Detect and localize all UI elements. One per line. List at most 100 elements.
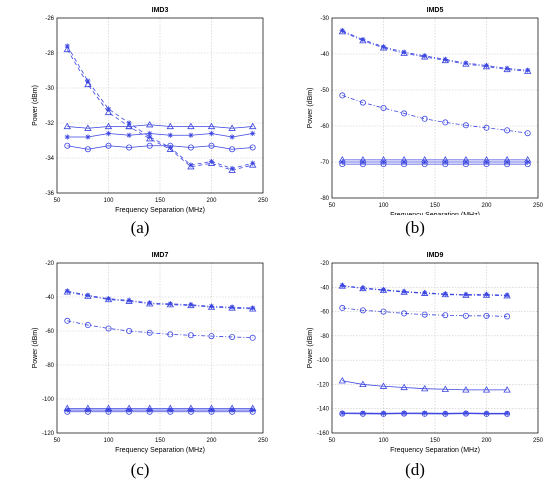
imd7-series-1-line (67, 291, 253, 310)
imd5-series-5-point (380, 161, 387, 168)
imd9-series-4-point (339, 410, 345, 416)
imd3-series-3-point (229, 134, 235, 140)
imd7-series-4-point (188, 407, 194, 413)
imd5-series-2-point (401, 110, 408, 117)
imd5-axes-frame (331, 17, 539, 199)
imd5-series-4-point (339, 159, 345, 165)
imd7-series-5-point (105, 408, 112, 415)
imd9-series-3-point (503, 386, 511, 393)
imd3-xtick-label: 100 (103, 198, 114, 204)
imd3-series-2-point (125, 122, 133, 130)
imd7-series-1-point (125, 297, 133, 304)
imd7-series-1-point (187, 301, 195, 309)
imd7-title: IMD7 (152, 252, 169, 259)
imd3-series-2-point (228, 124, 236, 131)
imd9-ytick-label: -160 (317, 431, 330, 437)
panel-label-b: (b) (405, 218, 425, 237)
imd9-series-4-point (442, 410, 448, 416)
imd7-ytick-label: -100 (42, 397, 55, 403)
imd7-series-1-point (146, 299, 154, 307)
imd3-series-3-point (85, 134, 91, 140)
imd3-series-0-point (229, 165, 235, 172)
imd5-series-1-point (462, 60, 470, 67)
imd3-ytick-label: -34 (45, 156, 54, 162)
imd9-series-1-point (482, 291, 491, 298)
imd3-xlabel: Frequency Separation (MHz) (115, 207, 205, 214)
imd5-series-4-point (360, 159, 366, 165)
imd7-series-4-point (126, 407, 132, 413)
imd9-series-1-point (400, 288, 408, 295)
imd5-series-1-line (342, 31, 528, 72)
imd5-series-0-point (380, 44, 387, 50)
imd9-xtick-label: 150 (430, 438, 441, 444)
imd7-series-5-point (187, 408, 194, 415)
imd3-ytick-label: -28 (45, 51, 54, 57)
imd5-series-5-point (483, 161, 490, 168)
imd9-series-0-point (339, 282, 345, 289)
imd7-series-5-point (84, 408, 91, 415)
imd9-series-4-point (422, 410, 428, 416)
imd3-series-1-point (104, 108, 113, 116)
imd7-series-1-point (228, 304, 236, 311)
imd9-series-1-point (441, 290, 449, 298)
imd9-ytick-label: -60 (320, 310, 329, 316)
imd5-ytick-label: -60 (320, 124, 329, 130)
imd5-series-2-point (339, 92, 346, 99)
imd7-series-4-point (229, 407, 235, 413)
imd5-series-2-point (483, 124, 490, 131)
imd5-series-5-point (401, 161, 408, 168)
imd9-xtick-label: 100 (378, 438, 389, 444)
imd9-series-2-point (380, 308, 387, 315)
imd5-series-1-point (503, 65, 511, 73)
imd9-series-5-point (504, 410, 511, 417)
imd9-series-0-point (483, 291, 490, 298)
imd3-series-1-point (166, 145, 174, 152)
imd7-ytick-label: -120 (42, 431, 55, 437)
imd7-xlabel: Frequency Separation (MHz) (115, 447, 205, 454)
imd5-series-0-point (401, 49, 407, 55)
imd3-series-1-point (249, 161, 257, 168)
imd9-series-3-point (359, 380, 367, 388)
panel-label-c: (c) (130, 460, 150, 479)
imd9-series-2-point (462, 312, 469, 319)
imd7-series-2-point (249, 334, 256, 341)
imd7-series-0-point (208, 303, 215, 309)
imd3-series-0-point (188, 162, 194, 168)
imd5-series-0-point (422, 53, 428, 59)
imd5-ylabel: Power (dBm) (307, 88, 314, 129)
imd3-series-3-point (167, 132, 173, 138)
imd3-series-1-point (146, 134, 154, 142)
imd7-series-4-point (250, 407, 256, 413)
chart-imd7: 50 100 150 200 250 -120 -100 -80 -60 -40 -20 IMD7 Fr… (32, 252, 269, 454)
imd3-series-4-point (84, 146, 91, 153)
chart-imd9: 50 100 150 200 250 -160 -140 -120 -100 -80 -60 -40 -… (307, 252, 544, 454)
imd3-series-4-point (126, 144, 133, 151)
imd5-series-2-point (462, 122, 469, 129)
panel-label-a: (a) (130, 218, 150, 237)
imd5-xtick-label: 50 (329, 203, 336, 209)
imd9-series-2-point (339, 304, 346, 311)
imd5-series-2-point (524, 130, 531, 137)
imd3-series-1-point (63, 45, 71, 53)
imd3-series-4-line (67, 145, 253, 150)
imd7-series-5-point (64, 408, 71, 415)
imd9-series-2-point (483, 312, 490, 319)
imd9-series-4-point (463, 410, 469, 416)
imd9-series-1-point (503, 291, 511, 299)
imd5-ytick-label: -30 (320, 16, 329, 22)
imd3-series-4-point (208, 142, 215, 149)
imd5-series-1-point (524, 67, 532, 74)
imd9-series-5-point (442, 410, 449, 417)
imd5-series-5-point (442, 161, 449, 168)
imd3-xtick-label: 200 (206, 198, 217, 204)
imd7-series-4-point (105, 407, 112, 413)
imd7-series-0-point (188, 302, 194, 308)
imd3-series-1-point (228, 166, 236, 173)
imd9-series-1-point (462, 291, 470, 298)
imd7-series-4-point (85, 407, 91, 413)
imd9-ytick-label: -80 (320, 334, 329, 340)
imd3-series-1-line (66, 49, 253, 171)
imd9-series-1-line (342, 285, 508, 297)
imd5-series-1-point (421, 53, 429, 60)
imd7-series-2-point (84, 322, 91, 329)
